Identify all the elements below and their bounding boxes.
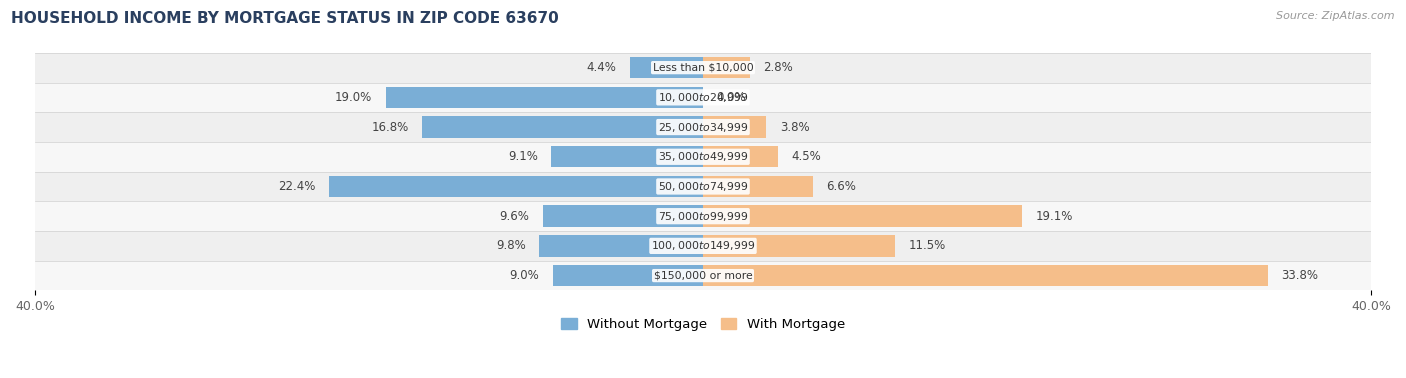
Text: $25,000 to $34,999: $25,000 to $34,999 xyxy=(658,121,748,133)
Text: $150,000 or more: $150,000 or more xyxy=(654,271,752,280)
Text: 0.0%: 0.0% xyxy=(717,91,747,104)
Text: 3.8%: 3.8% xyxy=(780,121,810,133)
Text: $10,000 to $24,999: $10,000 to $24,999 xyxy=(658,91,748,104)
Text: 33.8%: 33.8% xyxy=(1281,269,1317,282)
Bar xyxy=(551,146,703,167)
Text: Source: ZipAtlas.com: Source: ZipAtlas.com xyxy=(1277,11,1395,21)
Text: 2.8%: 2.8% xyxy=(763,61,793,74)
Text: $100,000 to $149,999: $100,000 to $149,999 xyxy=(651,239,755,253)
Text: $35,000 to $49,999: $35,000 to $49,999 xyxy=(658,150,748,163)
Text: 19.0%: 19.0% xyxy=(335,91,373,104)
Text: 6.6%: 6.6% xyxy=(827,180,856,193)
Text: 22.4%: 22.4% xyxy=(278,180,315,193)
Text: 16.8%: 16.8% xyxy=(371,121,409,133)
Bar xyxy=(35,201,1371,231)
Bar xyxy=(630,57,703,78)
Bar xyxy=(703,57,749,78)
Text: 4.4%: 4.4% xyxy=(586,61,616,74)
Bar xyxy=(35,172,1371,201)
Bar xyxy=(35,82,1371,112)
Bar xyxy=(540,235,703,257)
Bar xyxy=(35,112,1371,142)
Bar xyxy=(35,261,1371,290)
Bar xyxy=(703,146,778,167)
Bar xyxy=(422,116,703,138)
Bar xyxy=(329,176,703,197)
Text: 9.6%: 9.6% xyxy=(499,210,529,223)
Text: 9.1%: 9.1% xyxy=(508,150,537,163)
Bar xyxy=(703,235,896,257)
Bar xyxy=(543,206,703,227)
Bar xyxy=(703,206,1022,227)
Bar xyxy=(385,87,703,108)
Text: Less than $10,000: Less than $10,000 xyxy=(652,63,754,73)
Bar xyxy=(35,231,1371,261)
Text: 4.5%: 4.5% xyxy=(792,150,821,163)
Text: 9.8%: 9.8% xyxy=(496,239,526,253)
Text: $75,000 to $99,999: $75,000 to $99,999 xyxy=(658,210,748,223)
Bar xyxy=(703,265,1268,286)
Text: 11.5%: 11.5% xyxy=(908,239,946,253)
Bar xyxy=(35,53,1371,82)
Text: $50,000 to $74,999: $50,000 to $74,999 xyxy=(658,180,748,193)
Bar xyxy=(553,265,703,286)
Bar xyxy=(703,116,766,138)
Bar xyxy=(703,176,813,197)
Text: 9.0%: 9.0% xyxy=(509,269,540,282)
Legend: Without Mortgage, With Mortgage: Without Mortgage, With Mortgage xyxy=(555,313,851,336)
Text: 19.1%: 19.1% xyxy=(1035,210,1073,223)
Bar xyxy=(35,142,1371,172)
Text: HOUSEHOLD INCOME BY MORTGAGE STATUS IN ZIP CODE 63670: HOUSEHOLD INCOME BY MORTGAGE STATUS IN Z… xyxy=(11,11,560,26)
